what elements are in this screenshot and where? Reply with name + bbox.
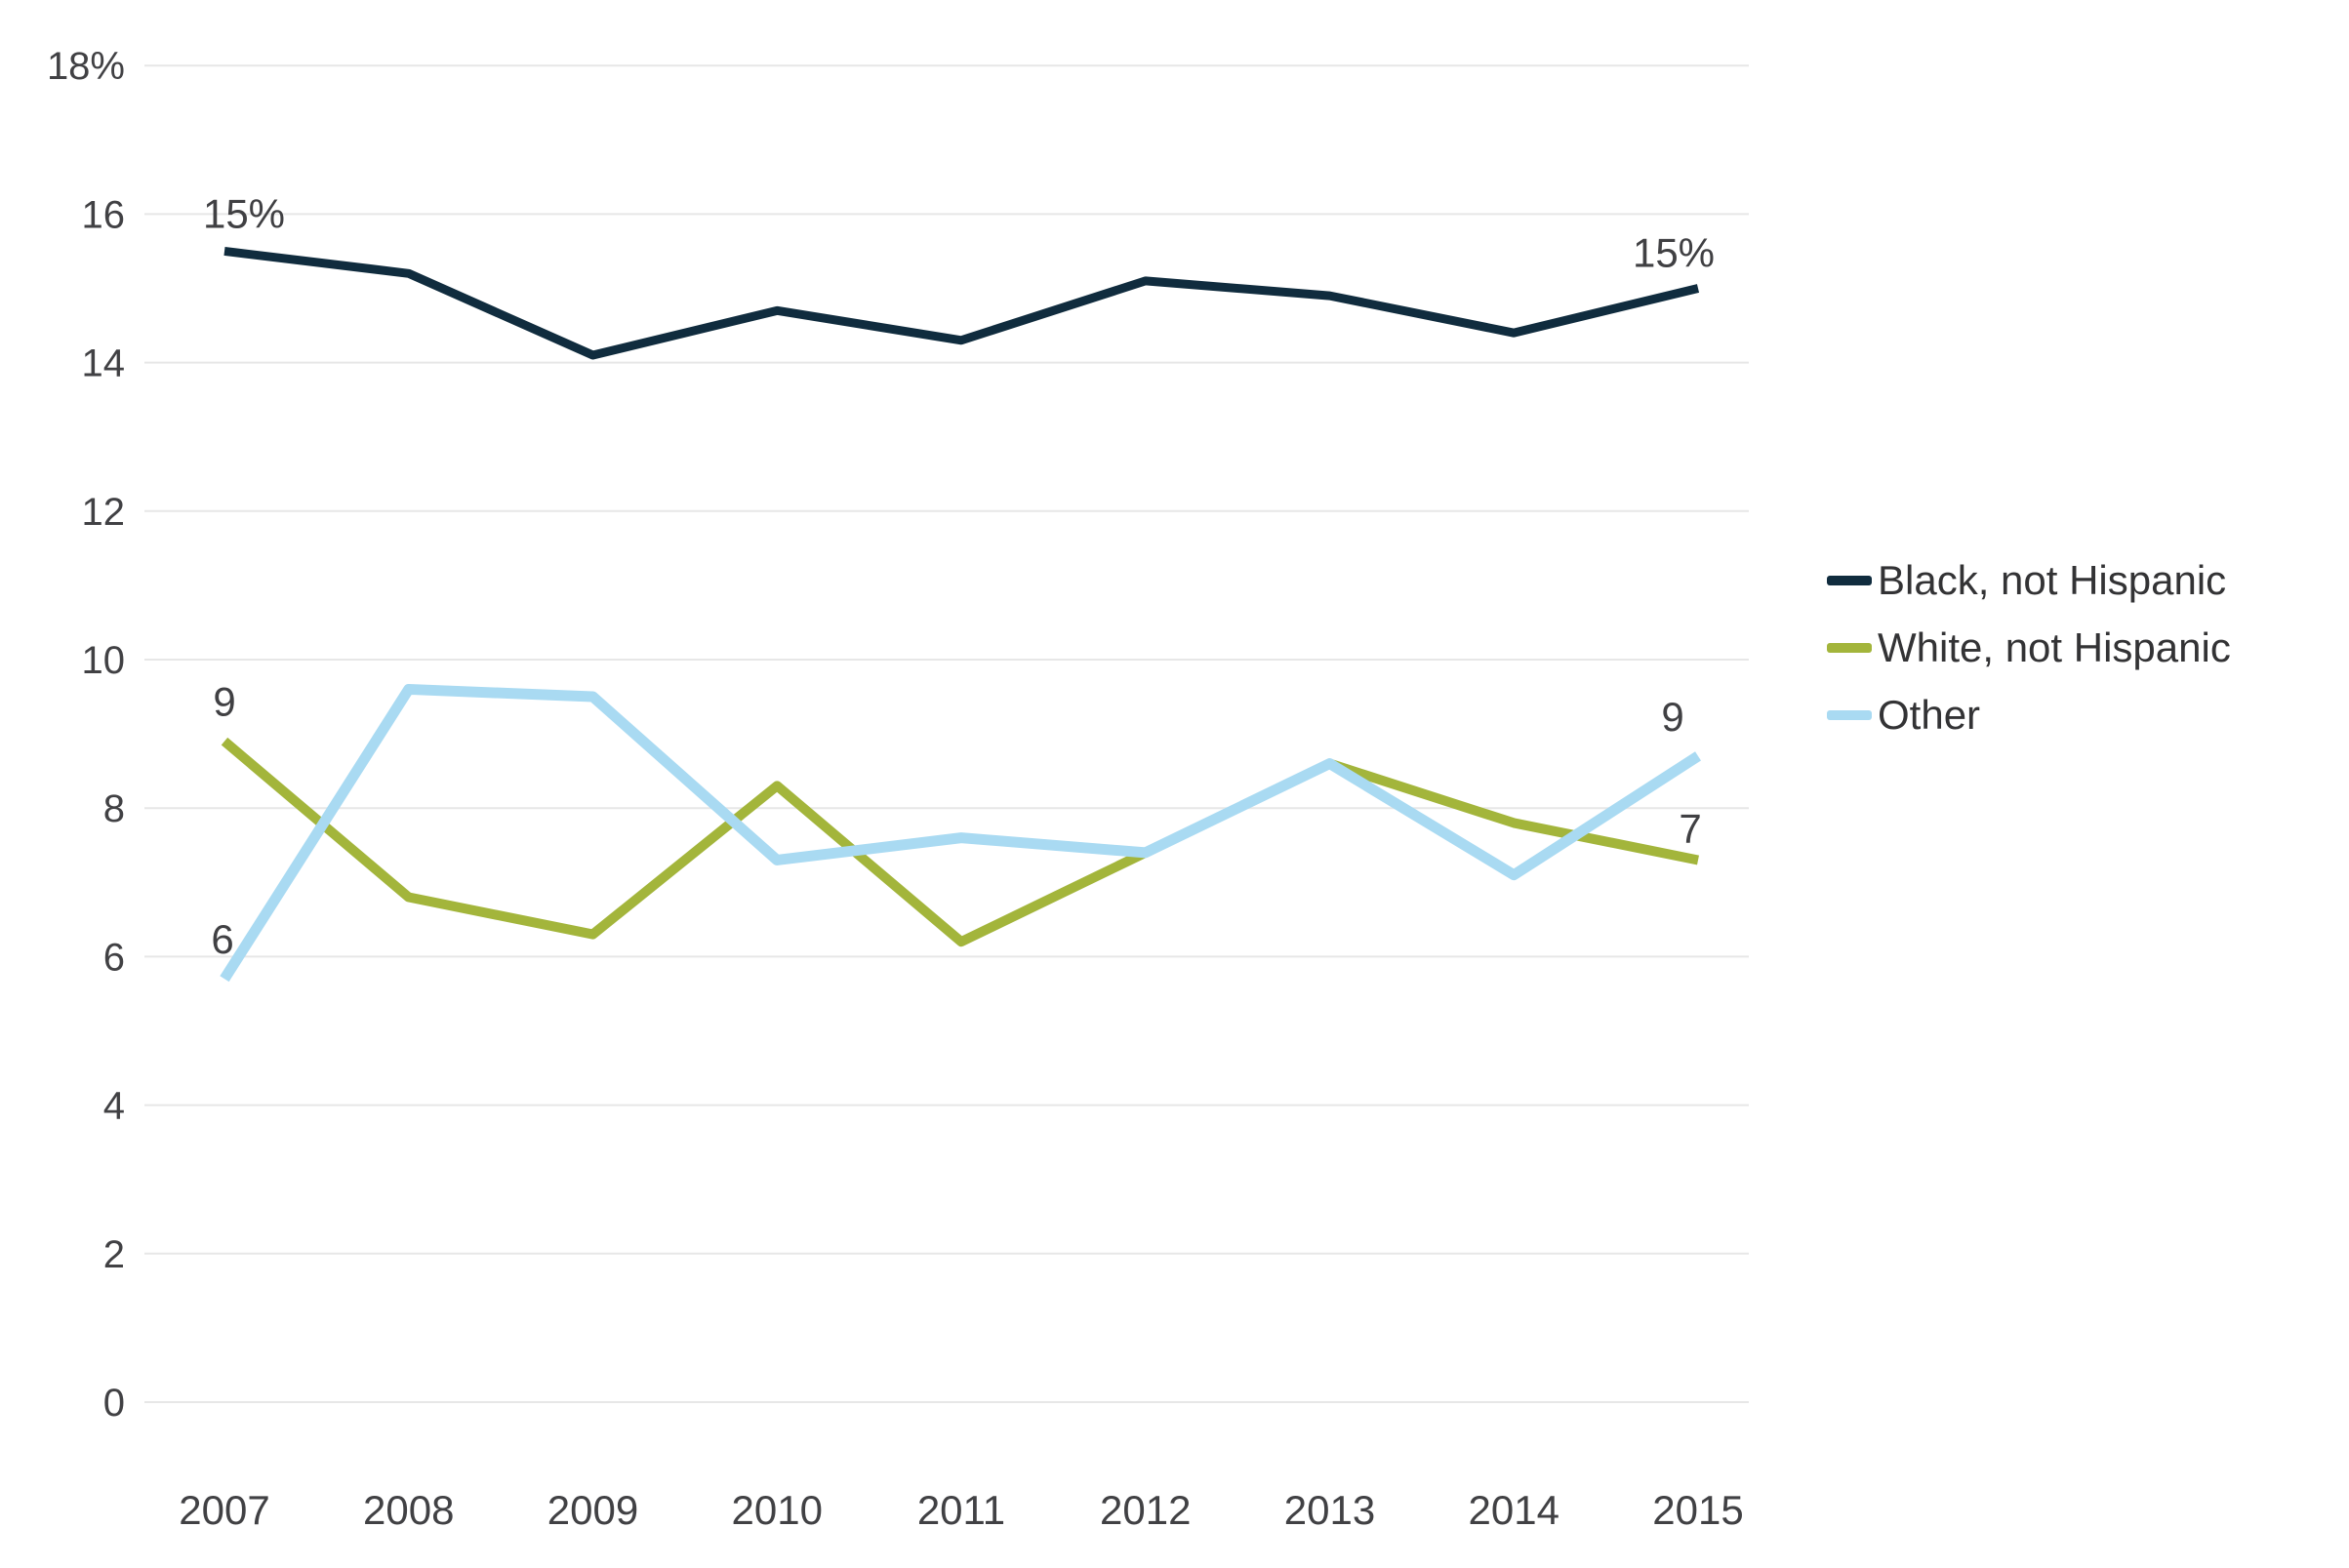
legend-item-black-not-hispanic[interactable]: Black, not Hispanic bbox=[1827, 557, 2231, 603]
x-axis-tick-label: 2011 bbox=[917, 1487, 1005, 1533]
y-axis-tick-label: 16 bbox=[82, 193, 126, 236]
legend-swatch-black-not-hispanic bbox=[1827, 576, 1872, 586]
point-label-end-black-not-hispanic: 15% bbox=[1633, 230, 1715, 276]
x-axis-tick-label: 2012 bbox=[1100, 1487, 1191, 1533]
series-line-black-not-hispanic[interactable] bbox=[223, 246, 1700, 360]
legend: Black, not Hispanic White, not Hispanic … bbox=[1827, 557, 2231, 761]
point-label-end-white-not-hispanic: 7 bbox=[1679, 805, 1701, 851]
x-axis-tick-label: 2015 bbox=[1652, 1487, 1743, 1533]
legend-swatch-white-not-hispanic bbox=[1827, 643, 1872, 654]
x-axis-tick-label: 2010 bbox=[732, 1487, 823, 1533]
point-label-start-white-not-hispanic: 9 bbox=[213, 679, 235, 725]
legend-label: White, not Hispanic bbox=[1878, 624, 2231, 671]
y-axis-tick-label: 8 bbox=[103, 787, 125, 830]
series-line-white-not-hispanic[interactable] bbox=[221, 737, 1699, 947]
x-axis-tick-label: 2009 bbox=[547, 1487, 638, 1533]
plot-area: 0 2 4 6 8 10 12 14 16 18% 2007 2008 2009 2010 2011 2012… bbox=[47, 45, 1749, 1533]
legend-item-white-not-hispanic[interactable]: White, not Hispanic bbox=[1827, 624, 2231, 671]
y-axis-tick-label: 4 bbox=[103, 1085, 125, 1128]
y-axis-tick-label: 12 bbox=[82, 491, 126, 534]
point-label-start-other: 6 bbox=[211, 916, 233, 962]
y-axis-tick-label: 10 bbox=[82, 639, 126, 682]
y-axis-tick-label: 14 bbox=[82, 342, 126, 385]
series-line-other[interactable] bbox=[220, 683, 1701, 983]
y-axis-tick-label: 0 bbox=[103, 1382, 125, 1425]
x-axis-tick-label: 2014 bbox=[1469, 1487, 1559, 1533]
y-axis-tick-label: 2 bbox=[103, 1233, 125, 1276]
legend-label: Black, not Hispanic bbox=[1878, 557, 2227, 603]
y-axis-tick-label: 6 bbox=[103, 936, 125, 979]
point-label-start-black-not-hispanic: 15% bbox=[203, 190, 285, 236]
legend-swatch-other bbox=[1827, 710, 1872, 721]
legend-label: Other bbox=[1878, 692, 1981, 739]
point-label-end-other: 9 bbox=[1661, 694, 1683, 740]
legend-item-other[interactable]: Other bbox=[1827, 693, 2231, 738]
x-axis-tick-label: 2007 bbox=[179, 1487, 269, 1533]
x-axis-tick-label: 2013 bbox=[1284, 1487, 1375, 1533]
x-axis-tick-label: 2008 bbox=[363, 1487, 454, 1533]
y-axis-tick-label: 18% bbox=[47, 45, 125, 88]
